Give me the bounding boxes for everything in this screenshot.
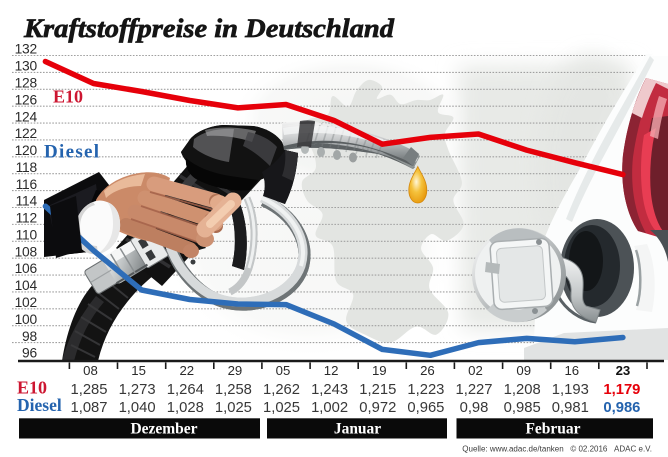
svg-text:124: 124 [15, 109, 38, 124]
svg-text:E10: E10 [17, 378, 47, 398]
svg-text:1,227: 1,227 [455, 382, 492, 398]
svg-text:22: 22 [179, 363, 194, 378]
svg-text:1,258: 1,258 [215, 382, 252, 398]
svg-text:1,264: 1,264 [167, 382, 204, 398]
svg-text:120: 120 [15, 143, 38, 158]
svg-text:E10: E10 [53, 87, 83, 107]
svg-text:15: 15 [131, 363, 146, 378]
svg-text:100: 100 [15, 312, 38, 327]
svg-text:29: 29 [228, 363, 243, 378]
svg-text:132: 132 [15, 42, 37, 57]
svg-text:130: 130 [15, 59, 38, 74]
svg-text:1,208: 1,208 [504, 382, 541, 398]
svg-text:1,223: 1,223 [407, 382, 444, 398]
svg-text:110: 110 [16, 227, 38, 242]
svg-text:0,965: 0,965 [407, 400, 444, 416]
svg-text:26: 26 [420, 363, 435, 378]
svg-text:Januar: Januar [334, 421, 381, 438]
svg-text:12: 12 [324, 363, 339, 378]
svg-text:1,243: 1,243 [311, 382, 348, 398]
svg-text:126: 126 [15, 92, 38, 107]
svg-text:23: 23 [616, 363, 631, 378]
svg-text:0,981: 0,981 [552, 400, 589, 416]
svg-text:19: 19 [372, 363, 387, 378]
svg-text:1,262: 1,262 [263, 382, 300, 398]
svg-text:122: 122 [15, 126, 37, 141]
svg-text:128: 128 [15, 75, 38, 90]
svg-text:0,986: 0,986 [603, 400, 640, 416]
svg-text:0,98: 0,98 [460, 400, 489, 416]
svg-text:1,025: 1,025 [215, 400, 252, 416]
svg-text:102: 102 [15, 295, 37, 310]
svg-text:1,273: 1,273 [119, 382, 156, 398]
svg-text:98: 98 [22, 329, 37, 344]
svg-text:1,025: 1,025 [263, 400, 300, 416]
svg-text:118: 118 [16, 160, 38, 175]
svg-text:106: 106 [15, 261, 38, 276]
svg-text:0,972: 0,972 [359, 400, 396, 416]
svg-text:114: 114 [16, 194, 38, 209]
svg-text:1,002: 1,002 [311, 400, 348, 416]
svg-text:1,179: 1,179 [603, 382, 640, 398]
svg-text:05: 05 [276, 363, 291, 378]
svg-text:104: 104 [15, 278, 38, 293]
svg-text:1,285: 1,285 [70, 382, 107, 398]
svg-text:96: 96 [22, 346, 37, 361]
svg-text:02: 02 [468, 363, 483, 378]
svg-text:08: 08 [83, 363, 98, 378]
svg-text:Dezember: Dezember [130, 421, 197, 438]
svg-text:112: 112 [16, 211, 37, 226]
svg-text:16: 16 [564, 363, 579, 378]
svg-text:1,215: 1,215 [359, 382, 396, 398]
svg-text:Diesel: Diesel [44, 142, 100, 163]
svg-text:1,028: 1,028 [167, 400, 204, 416]
svg-text:Diesel: Diesel [17, 395, 62, 415]
svg-text:09: 09 [516, 363, 531, 378]
svg-text:1,087: 1,087 [70, 400, 107, 416]
svg-text:116: 116 [16, 177, 38, 192]
svg-text:Quelle: www.adac.de/tanken ©: Quelle: www.adac.de/tanken © 02.2016 ADA… [462, 445, 652, 454]
svg-text:108: 108 [15, 244, 38, 259]
svg-text:0,985: 0,985 [504, 400, 541, 416]
svg-text:1,193: 1,193 [552, 382, 589, 398]
svg-text:Februar: Februar [525, 421, 580, 438]
svg-text:Kraftstoffpreise in Deutschlan: Kraftstoffpreise in Deutschland [23, 13, 395, 43]
svg-text:1,040: 1,040 [119, 400, 156, 416]
